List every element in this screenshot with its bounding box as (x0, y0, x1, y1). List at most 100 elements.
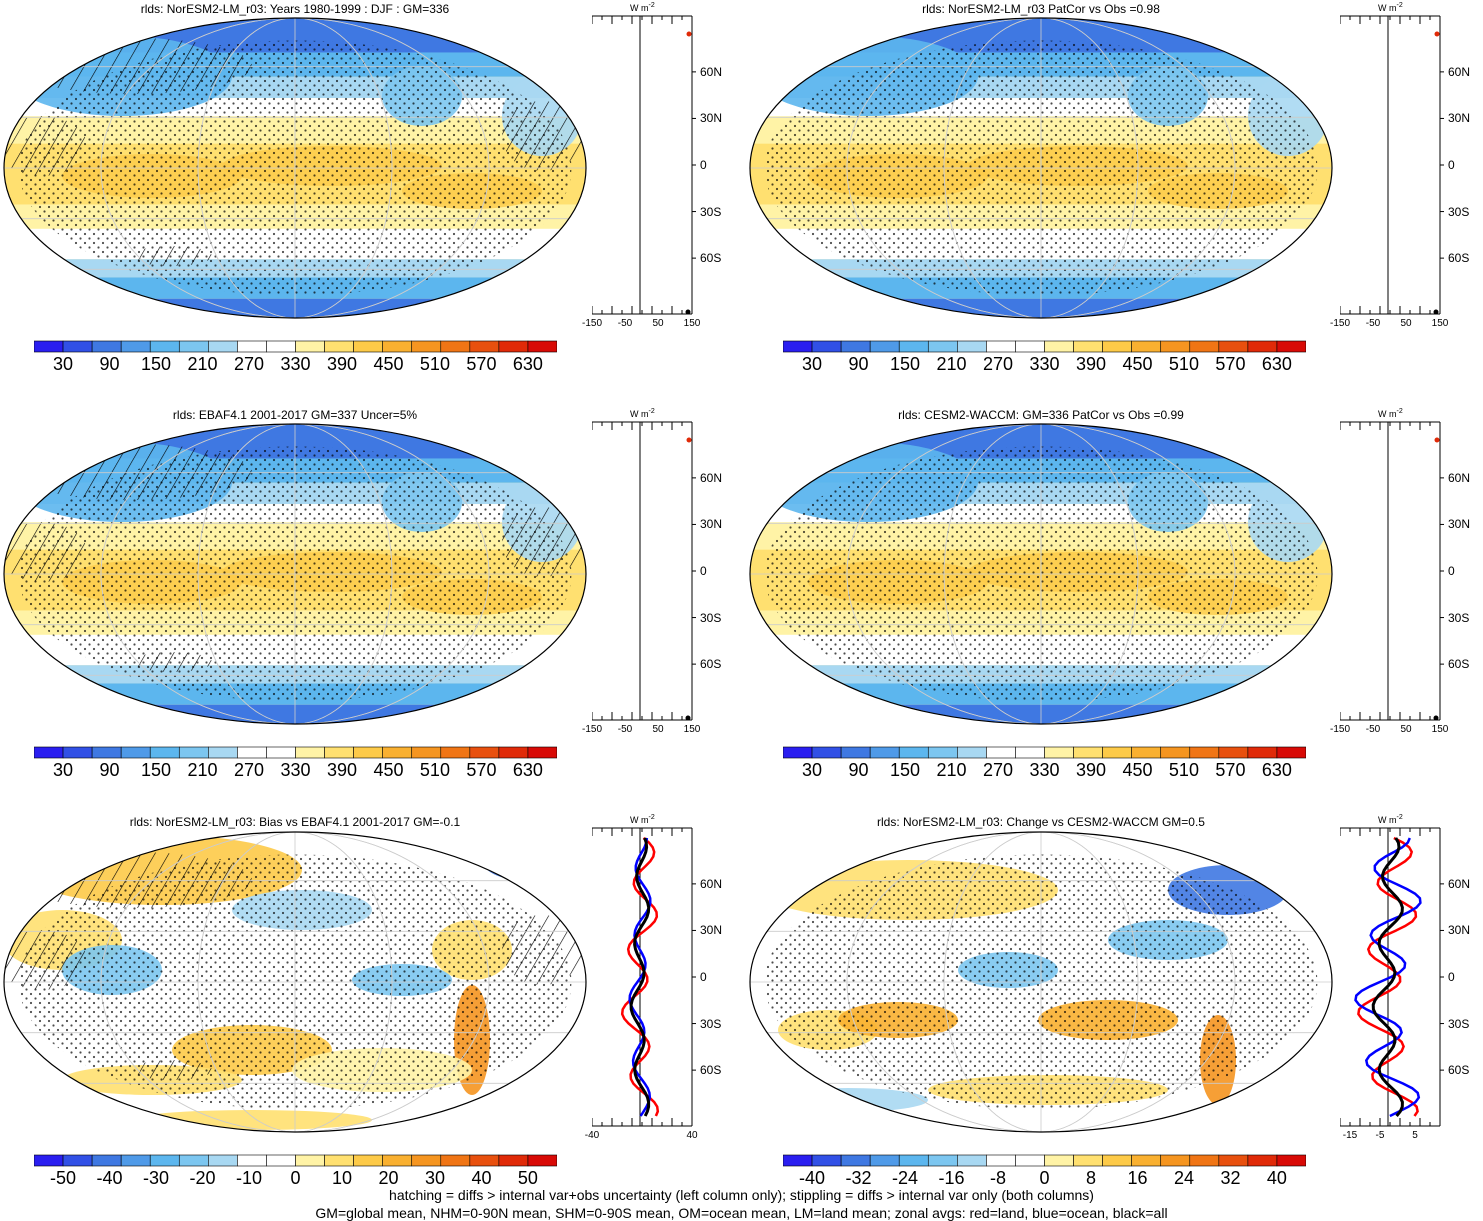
colorbar (34, 340, 557, 353)
colorbar-swatch (1247, 340, 1278, 353)
colorbar-swatch (1015, 746, 1045, 759)
colorbar-tick-label: 40 (1266, 1168, 1287, 1188)
colorbar-swatch (295, 340, 325, 353)
colorbar-tick-label: 20 (378, 1168, 399, 1188)
colorbar-swatch (1073, 340, 1103, 353)
zonal-x-label: -150 (1329, 724, 1350, 735)
zonal-x-label: -5 (1375, 1130, 1385, 1141)
colorbar-swatch (120, 746, 151, 759)
colorbar-swatch (957, 1154, 987, 1167)
colorbar-swatch (498, 1154, 529, 1167)
colorbar-swatch (208, 340, 238, 353)
colorbar-tick-label: 90 (848, 354, 869, 374)
zonal-lat-label: 0 (700, 970, 707, 984)
colorbar-swatch (527, 1154, 557, 1167)
zonal-lat-label: 60N (700, 64, 723, 79)
colorbar-swatch (783, 1154, 813, 1167)
colorbar-swatch (840, 1154, 871, 1167)
zonal-x-label: 50 (652, 724, 664, 735)
zonal-lat-label: 60S (700, 657, 722, 672)
colorbar-swatch (1160, 746, 1191, 759)
zonal-lat-label: 60S (700, 251, 722, 266)
colorbar-swatch (1189, 746, 1220, 759)
colorbar-tick-label: 30 (53, 354, 74, 374)
colorbar-tick-label: 390 (1075, 760, 1106, 780)
panel-title: rlds: NorESM2-LM_r03: Bias vs EBAF4.1 20… (129, 815, 461, 829)
colorbar-swatch (869, 340, 900, 353)
zonal-unit-label: W m-2 (630, 2, 655, 13)
colorbar-swatch (62, 746, 93, 759)
colorbar-swatch (1276, 1154, 1306, 1167)
colorbar-swatch (149, 340, 180, 353)
colorbar-tick-label: 16 (1127, 1168, 1148, 1188)
colorbar-swatch (411, 1154, 442, 1167)
colorbar-swatch (208, 1154, 238, 1167)
colorbar-swatch (869, 746, 900, 759)
hatching (4, 522, 87, 582)
zonal-lat-label: 30S (1448, 204, 1470, 219)
colorbar-tick-label: 0 (1039, 1168, 1050, 1188)
colorbar-swatch (440, 340, 471, 353)
colorbar-swatch (353, 1154, 383, 1167)
colorbar-swatch (34, 746, 64, 759)
colorbar-swatch (1218, 746, 1249, 759)
colorbar-tick-label: 570 (1215, 760, 1246, 780)
colorbar-tick-label: 450 (373, 760, 404, 780)
colorbar-tick-label: 330 (280, 760, 311, 780)
colorbar-swatch (324, 340, 354, 353)
colorbar-tick-label: 150 (141, 354, 172, 374)
zonal-unit-exponent: -2 (648, 408, 655, 415)
zonal-unit-text: W m (630, 3, 649, 13)
colorbar-swatch (1189, 340, 1220, 353)
zonal-marker (686, 31, 692, 37)
colorbar-swatch (1102, 746, 1132, 759)
panel-title: rlds: NorESM2-LM_r03: Change vs CESM2-WA… (877, 815, 1205, 829)
colorbar (783, 340, 1306, 353)
colorbar-swatch (266, 1154, 296, 1167)
colorbar-tick-label: 630 (1261, 354, 1292, 374)
colorbar-swatch (957, 340, 987, 353)
hatching (502, 507, 582, 577)
zonal-unit-exponent: -2 (1396, 814, 1403, 821)
colorbar-swatch (411, 746, 442, 759)
colorbar-swatch (149, 746, 180, 759)
colorbar-swatch (91, 340, 122, 353)
zonal-x-label: -50 (617, 724, 633, 735)
graticule-lon (943, 832, 1139, 1132)
colorbar-swatch (237, 1154, 267, 1167)
graticule-lon (943, 18, 1139, 318)
colorbar-tick-label: 330 (280, 354, 311, 374)
graticule-lon (100, 18, 490, 318)
colorbar-swatch (266, 340, 296, 353)
zonal-unit-exponent: -2 (1396, 408, 1403, 415)
colorbar-tick-label: 570 (1215, 354, 1246, 374)
zonal-unit-text: W m (630, 815, 649, 825)
zonal-lat-label: 30S (1448, 610, 1470, 625)
colorbar (34, 746, 557, 759)
zonal-mean-plot (592, 15, 696, 315)
colorbar-tick-label: 510 (1168, 354, 1199, 374)
graticule-lon (846, 832, 1236, 1132)
zonal-marker (1433, 715, 1439, 721)
zonal-x-label: -50 (1365, 724, 1381, 735)
colorbar-tick-label: -30 (143, 1168, 170, 1188)
colorbar-swatch (208, 746, 238, 759)
graticule-lon (846, 18, 1236, 318)
colorbar-tick-label: 330 (1029, 354, 1060, 374)
colorbar-tick-label: 210 (936, 760, 967, 780)
colorbar-swatch (382, 340, 413, 353)
colorbar-swatch (469, 340, 500, 353)
zonal-mean-plot (1340, 15, 1444, 315)
colorbar-tick-label: 570 (466, 760, 497, 780)
colorbar-swatch (1131, 746, 1162, 759)
zonal-x-label: -50 (1365, 318, 1381, 329)
colorbar-tick-label: 10 (331, 1168, 352, 1188)
colorbar-swatch (469, 746, 500, 759)
colorbar-swatch (382, 1154, 413, 1167)
colorbar-swatch (783, 340, 813, 353)
zonal-x-label: -150 (581, 724, 602, 735)
colorbar-swatch (898, 746, 929, 759)
zonal-lat-label: 30S (700, 204, 722, 219)
colorbar-swatch (353, 340, 383, 353)
colorbar-tick-label: 630 (512, 354, 543, 374)
